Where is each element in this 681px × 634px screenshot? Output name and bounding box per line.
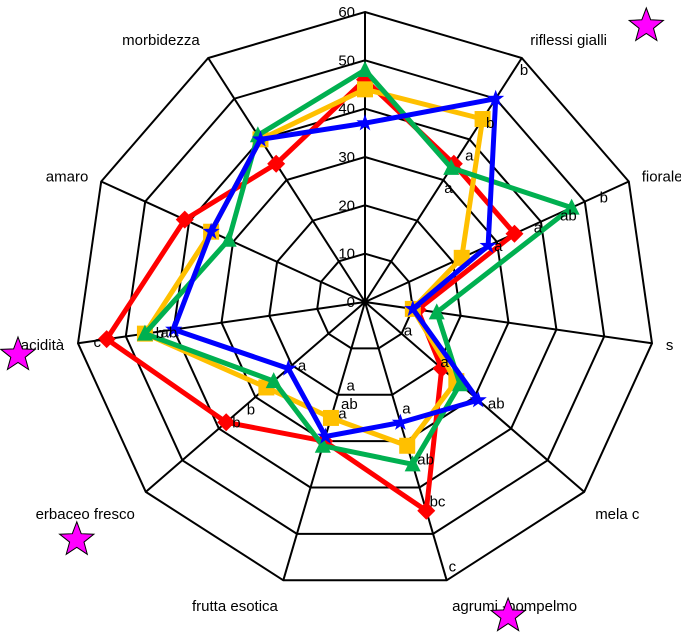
data-point bbox=[469, 391, 487, 408]
data-point bbox=[136, 324, 153, 341]
significance-letter: a bbox=[534, 220, 543, 237]
tick-label: 0 bbox=[347, 294, 355, 311]
data-point bbox=[399, 437, 416, 454]
tick-label: 10 bbox=[338, 246, 355, 263]
significance-letter: b bbox=[156, 325, 164, 342]
data-point bbox=[357, 81, 373, 98]
grid-ring bbox=[76, 10, 654, 582]
grid-ring bbox=[316, 252, 414, 350]
significance-stars bbox=[0, 6, 665, 632]
data-point bbox=[451, 375, 468, 392]
data-point bbox=[563, 198, 580, 215]
data-point bbox=[220, 230, 237, 247]
significance-letter: c bbox=[449, 558, 457, 575]
series-4 bbox=[165, 89, 505, 444]
data-point bbox=[357, 61, 373, 77]
tick-label: 20 bbox=[338, 197, 355, 214]
series-line bbox=[104, 77, 517, 514]
significance-letter: ab bbox=[341, 396, 358, 413]
significance-letter: a bbox=[494, 238, 503, 255]
data-point bbox=[202, 222, 220, 239]
data-point bbox=[165, 320, 183, 337]
series-line bbox=[171, 96, 499, 439]
data-point bbox=[267, 154, 286, 173]
axis-label: amaro bbox=[46, 169, 89, 186]
spoke bbox=[77, 301, 366, 345]
data-point bbox=[505, 224, 524, 243]
significance-star-icon bbox=[0, 335, 37, 371]
tick-label: 50 bbox=[338, 52, 355, 69]
data-point bbox=[479, 236, 497, 254]
significance-letter: a bbox=[298, 357, 307, 374]
spoke bbox=[364, 180, 630, 303]
significance-letter: a bbox=[404, 323, 413, 340]
significance-letter: a bbox=[440, 354, 449, 371]
series-line bbox=[142, 67, 575, 467]
significance-star-icon bbox=[627, 6, 665, 42]
axis-label: morbidezza bbox=[122, 32, 200, 49]
axis-label: s bbox=[666, 337, 674, 354]
axis-label: frutta esotica bbox=[192, 598, 279, 615]
data-point bbox=[322, 409, 339, 426]
tick-label: 40 bbox=[338, 101, 355, 118]
data-point bbox=[279, 359, 297, 376]
axis-label: erbaceo fresco bbox=[36, 506, 135, 523]
axis-label: fiorale bbox=[642, 169, 681, 186]
significance-letter: b bbox=[247, 402, 255, 419]
data-point bbox=[391, 413, 409, 430]
significance-letter: a bbox=[402, 401, 411, 418]
data-point bbox=[317, 427, 335, 444]
significance-letter: c bbox=[94, 334, 102, 351]
significance-letter: bc bbox=[430, 493, 446, 510]
significance-letter: a bbox=[444, 180, 453, 197]
tick-label: 30 bbox=[338, 149, 355, 166]
axis-label: riflessi gialli bbox=[530, 32, 607, 49]
significance-letter: b bbox=[600, 190, 608, 207]
spoke bbox=[145, 301, 366, 493]
data-point bbox=[217, 413, 236, 432]
significance-star-icon bbox=[489, 596, 527, 632]
data-point bbox=[417, 501, 436, 520]
axis-labels: riflessi gialli fiorale s mela c agrumi -pom… bbox=[21, 0, 681, 615]
data-point bbox=[404, 299, 422, 317]
grid-ring bbox=[268, 204, 462, 396]
data-point bbox=[404, 455, 421, 472]
significance-letter: a bbox=[465, 148, 474, 165]
significance-star-icon bbox=[58, 520, 96, 556]
spoke bbox=[207, 57, 366, 303]
axis-label: struttura bbox=[337, 0, 393, 1]
axis-label: mela c bbox=[595, 506, 640, 523]
data-point bbox=[487, 89, 505, 106]
data-point bbox=[474, 111, 491, 128]
significance-letter: a bbox=[338, 405, 347, 422]
data-point bbox=[428, 303, 445, 320]
significance-letter: b bbox=[232, 414, 240, 431]
significance-letter: ab bbox=[161, 324, 178, 341]
significance-letter: ab bbox=[488, 395, 505, 412]
significance-letter: ab bbox=[417, 452, 434, 469]
series-layer bbox=[97, 61, 580, 520]
radial-tick-labels: 0 10 20 30 40 50 60 bbox=[338, 4, 355, 311]
data-point bbox=[443, 158, 460, 175]
tick-label: 60 bbox=[338, 4, 355, 21]
significance-letter: ab bbox=[560, 208, 577, 225]
axis-label: agrumi -pompelmo bbox=[452, 598, 577, 615]
significance-letter: b bbox=[486, 115, 494, 132]
significance-letter: a bbox=[347, 378, 356, 395]
significance-letter: b bbox=[520, 62, 528, 79]
data-point bbox=[265, 372, 282, 389]
data-point bbox=[356, 114, 374, 131]
data-point bbox=[251, 130, 269, 147]
grid-ring bbox=[124, 59, 606, 535]
data-point bbox=[97, 330, 116, 349]
data-point bbox=[175, 210, 194, 229]
data-point bbox=[314, 436, 331, 453]
